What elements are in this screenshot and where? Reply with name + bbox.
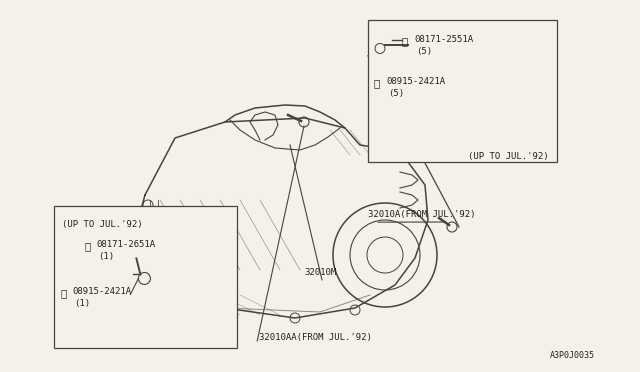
Text: (UP TO JUL.'92): (UP TO JUL.'92) (468, 152, 548, 161)
Text: Ⓑ: Ⓑ (84, 241, 91, 251)
Text: (UP TO JUL.'92): (UP TO JUL.'92) (63, 221, 143, 230)
Text: 08171-2651A: 08171-2651A (97, 240, 156, 250)
Text: Ⓦ: Ⓦ (60, 288, 67, 298)
Text: 32010AA(FROM JUL.'92): 32010AA(FROM JUL.'92) (259, 333, 372, 342)
Bar (368, 20, 557, 162)
Text: 32010A(FROM JUL.'92): 32010A(FROM JUL.'92) (368, 210, 476, 219)
Text: 08915-2421A: 08915-2421A (72, 288, 132, 296)
Text: A3P0J0035: A3P0J0035 (550, 351, 595, 360)
Text: 08915-2421A: 08915-2421A (386, 77, 445, 86)
Text: (5): (5) (416, 48, 432, 57)
Bar (54, 206, 237, 348)
Text: (5): (5) (388, 89, 404, 99)
Text: (1): (1) (74, 299, 90, 308)
Text: Ⓦ: Ⓦ (374, 78, 380, 89)
Text: 32010M: 32010M (304, 268, 336, 277)
Text: Ⓑ: Ⓑ (402, 36, 408, 46)
Text: (1): (1) (99, 253, 115, 262)
Text: 08171-2551A: 08171-2551A (414, 35, 473, 45)
